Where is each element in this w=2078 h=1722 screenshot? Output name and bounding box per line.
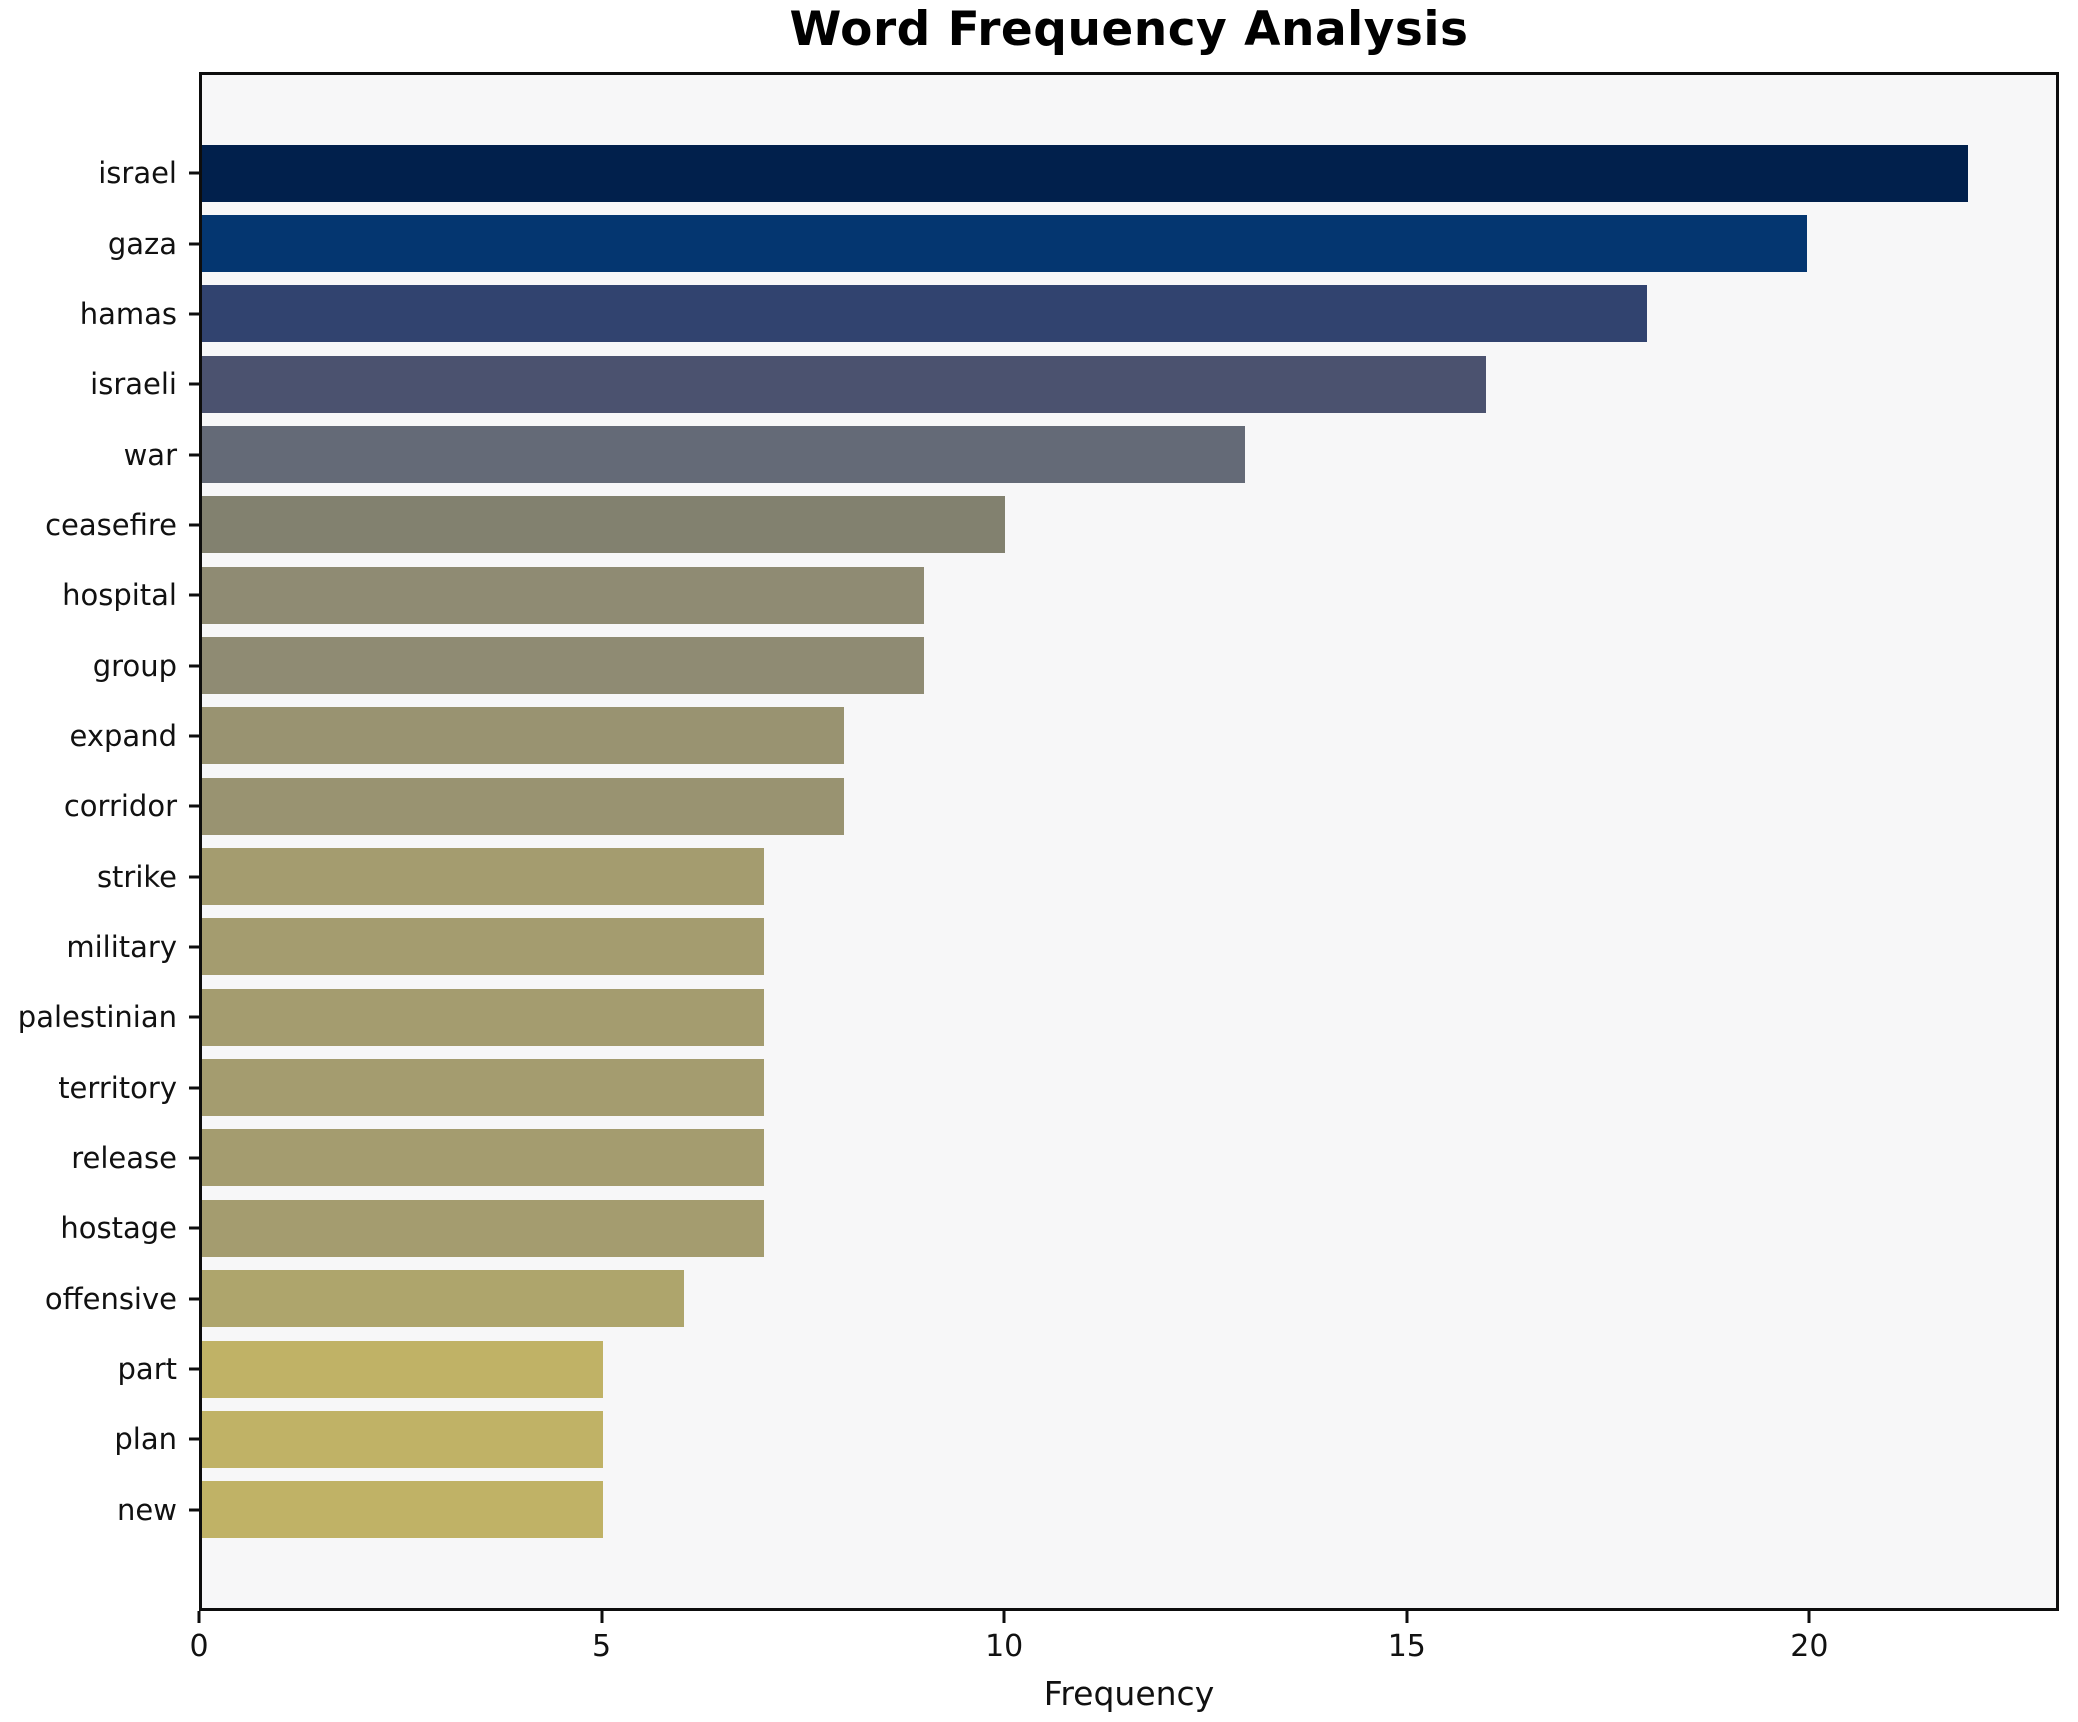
bar bbox=[202, 848, 764, 906]
x-tick-label: 20 bbox=[1790, 1629, 1829, 1664]
x-tick-mark bbox=[197, 1611, 201, 1623]
x-axis-label: Frequency bbox=[1043, 1674, 1215, 1713]
bar-row: corridor bbox=[64, 771, 2056, 841]
y-tick-label: group bbox=[92, 648, 177, 683]
y-tick-label: new bbox=[117, 1492, 177, 1527]
bar-row: military bbox=[66, 912, 2056, 982]
bar bbox=[202, 1129, 764, 1187]
y-tick-mark bbox=[189, 1508, 199, 1512]
bar bbox=[202, 355, 1487, 413]
bar bbox=[202, 496, 1005, 554]
y-tick-mark bbox=[189, 945, 199, 949]
y-tick-label: plan bbox=[114, 1422, 177, 1457]
y-tick-label: part bbox=[117, 1352, 177, 1387]
y-tick-label: offensive bbox=[44, 1281, 177, 1316]
y-tick-mark bbox=[189, 1297, 199, 1301]
y-tick-mark bbox=[189, 1086, 199, 1090]
bar bbox=[202, 1059, 764, 1117]
x-tick-mark bbox=[1807, 1611, 1811, 1623]
x-tick-label: 15 bbox=[1387, 1629, 1426, 1664]
y-tick-label: war bbox=[123, 437, 177, 472]
x-tick-mark bbox=[1002, 1611, 1006, 1623]
y-tick-label: israeli bbox=[90, 367, 177, 402]
bar-row: palestinian bbox=[18, 982, 2056, 1052]
y-tick-label: expand bbox=[69, 718, 177, 753]
bar-row: territory bbox=[58, 1052, 2056, 1122]
bar bbox=[202, 707, 845, 765]
bar bbox=[202, 566, 925, 624]
y-tick-mark bbox=[189, 382, 199, 386]
x-tick-label: 5 bbox=[592, 1629, 612, 1664]
x-tick-mark bbox=[600, 1611, 604, 1623]
y-tick-mark bbox=[189, 1156, 199, 1160]
bar-row: ceasefire bbox=[45, 490, 2056, 560]
bar bbox=[202, 215, 1808, 273]
y-tick-mark bbox=[189, 171, 199, 175]
y-tick-mark bbox=[189, 804, 199, 808]
plot-area: israel gaza hamas israeli war ceasefire hospit… bbox=[18, 72, 2059, 1611]
y-tick-mark bbox=[189, 875, 199, 879]
bar-row: part bbox=[118, 1334, 2056, 1404]
bar bbox=[202, 426, 1246, 484]
bar-row: war bbox=[124, 419, 2056, 489]
bar bbox=[202, 1340, 604, 1398]
y-tick-mark bbox=[189, 1015, 199, 1019]
bar-row: gaza bbox=[108, 208, 2056, 278]
y-tick-mark bbox=[189, 312, 199, 316]
y-tick-mark bbox=[189, 1367, 199, 1371]
y-tick-label: hostage bbox=[60, 1211, 177, 1246]
x-tick-mark bbox=[1405, 1611, 1409, 1623]
bar bbox=[202, 1270, 684, 1328]
bar bbox=[202, 1199, 764, 1257]
bar-row: new bbox=[117, 1475, 2056, 1545]
chart-title: Word Frequency Analysis bbox=[789, 2, 1469, 57]
bar bbox=[202, 285, 1647, 343]
bar-row: group bbox=[93, 630, 2056, 700]
bar bbox=[202, 144, 1968, 202]
y-tick-label: palestinian bbox=[17, 1000, 177, 1035]
y-tick-label: strike bbox=[96, 859, 177, 894]
y-tick-mark bbox=[189, 242, 199, 246]
bar-row: israeli bbox=[90, 349, 2056, 419]
y-tick-mark bbox=[189, 1437, 199, 1441]
y-tick-label: ceasefire bbox=[45, 507, 177, 542]
bar-row: hostage bbox=[60, 1193, 2056, 1263]
bar bbox=[202, 988, 764, 1046]
bar bbox=[202, 777, 845, 835]
y-tick-label: territory bbox=[58, 1070, 177, 1105]
y-tick-label: hospital bbox=[62, 578, 177, 613]
bar bbox=[202, 637, 925, 695]
bar-row: expand bbox=[70, 701, 2056, 771]
bar bbox=[202, 918, 764, 976]
bar bbox=[202, 1481, 604, 1539]
y-tick-mark bbox=[189, 1226, 199, 1230]
y-tick-label: hamas bbox=[79, 296, 177, 331]
y-tick-mark bbox=[189, 664, 199, 668]
bar-row: hamas bbox=[80, 279, 2056, 349]
bar-row: plan bbox=[114, 1404, 2056, 1474]
bar-row: release bbox=[71, 1123, 2056, 1193]
x-axis: 0 5 10 15 20 bbox=[189, 1611, 2059, 1681]
y-tick-label: corridor bbox=[63, 789, 177, 824]
x-tick-label: 0 bbox=[189, 1629, 209, 1664]
bar-row: hospital bbox=[62, 560, 2056, 630]
y-tick-mark bbox=[189, 523, 199, 527]
bar-row: strike bbox=[97, 841, 2056, 911]
y-tick-mark bbox=[189, 593, 199, 597]
y-tick-label: military bbox=[66, 929, 177, 964]
y-tick-label: release bbox=[71, 1140, 177, 1175]
x-tick-label: 10 bbox=[985, 1629, 1024, 1664]
y-tick-label: israel bbox=[98, 156, 177, 191]
bars-container: israel gaza hamas israeli war ceasefire hospit… bbox=[18, 75, 2056, 1608]
bar-row: israel bbox=[98, 138, 2056, 208]
y-tick-label: gaza bbox=[107, 226, 177, 261]
bar bbox=[202, 1410, 604, 1468]
bar-row: offensive bbox=[45, 1264, 2056, 1334]
y-tick-mark bbox=[189, 453, 199, 457]
y-tick-mark bbox=[189, 734, 199, 738]
